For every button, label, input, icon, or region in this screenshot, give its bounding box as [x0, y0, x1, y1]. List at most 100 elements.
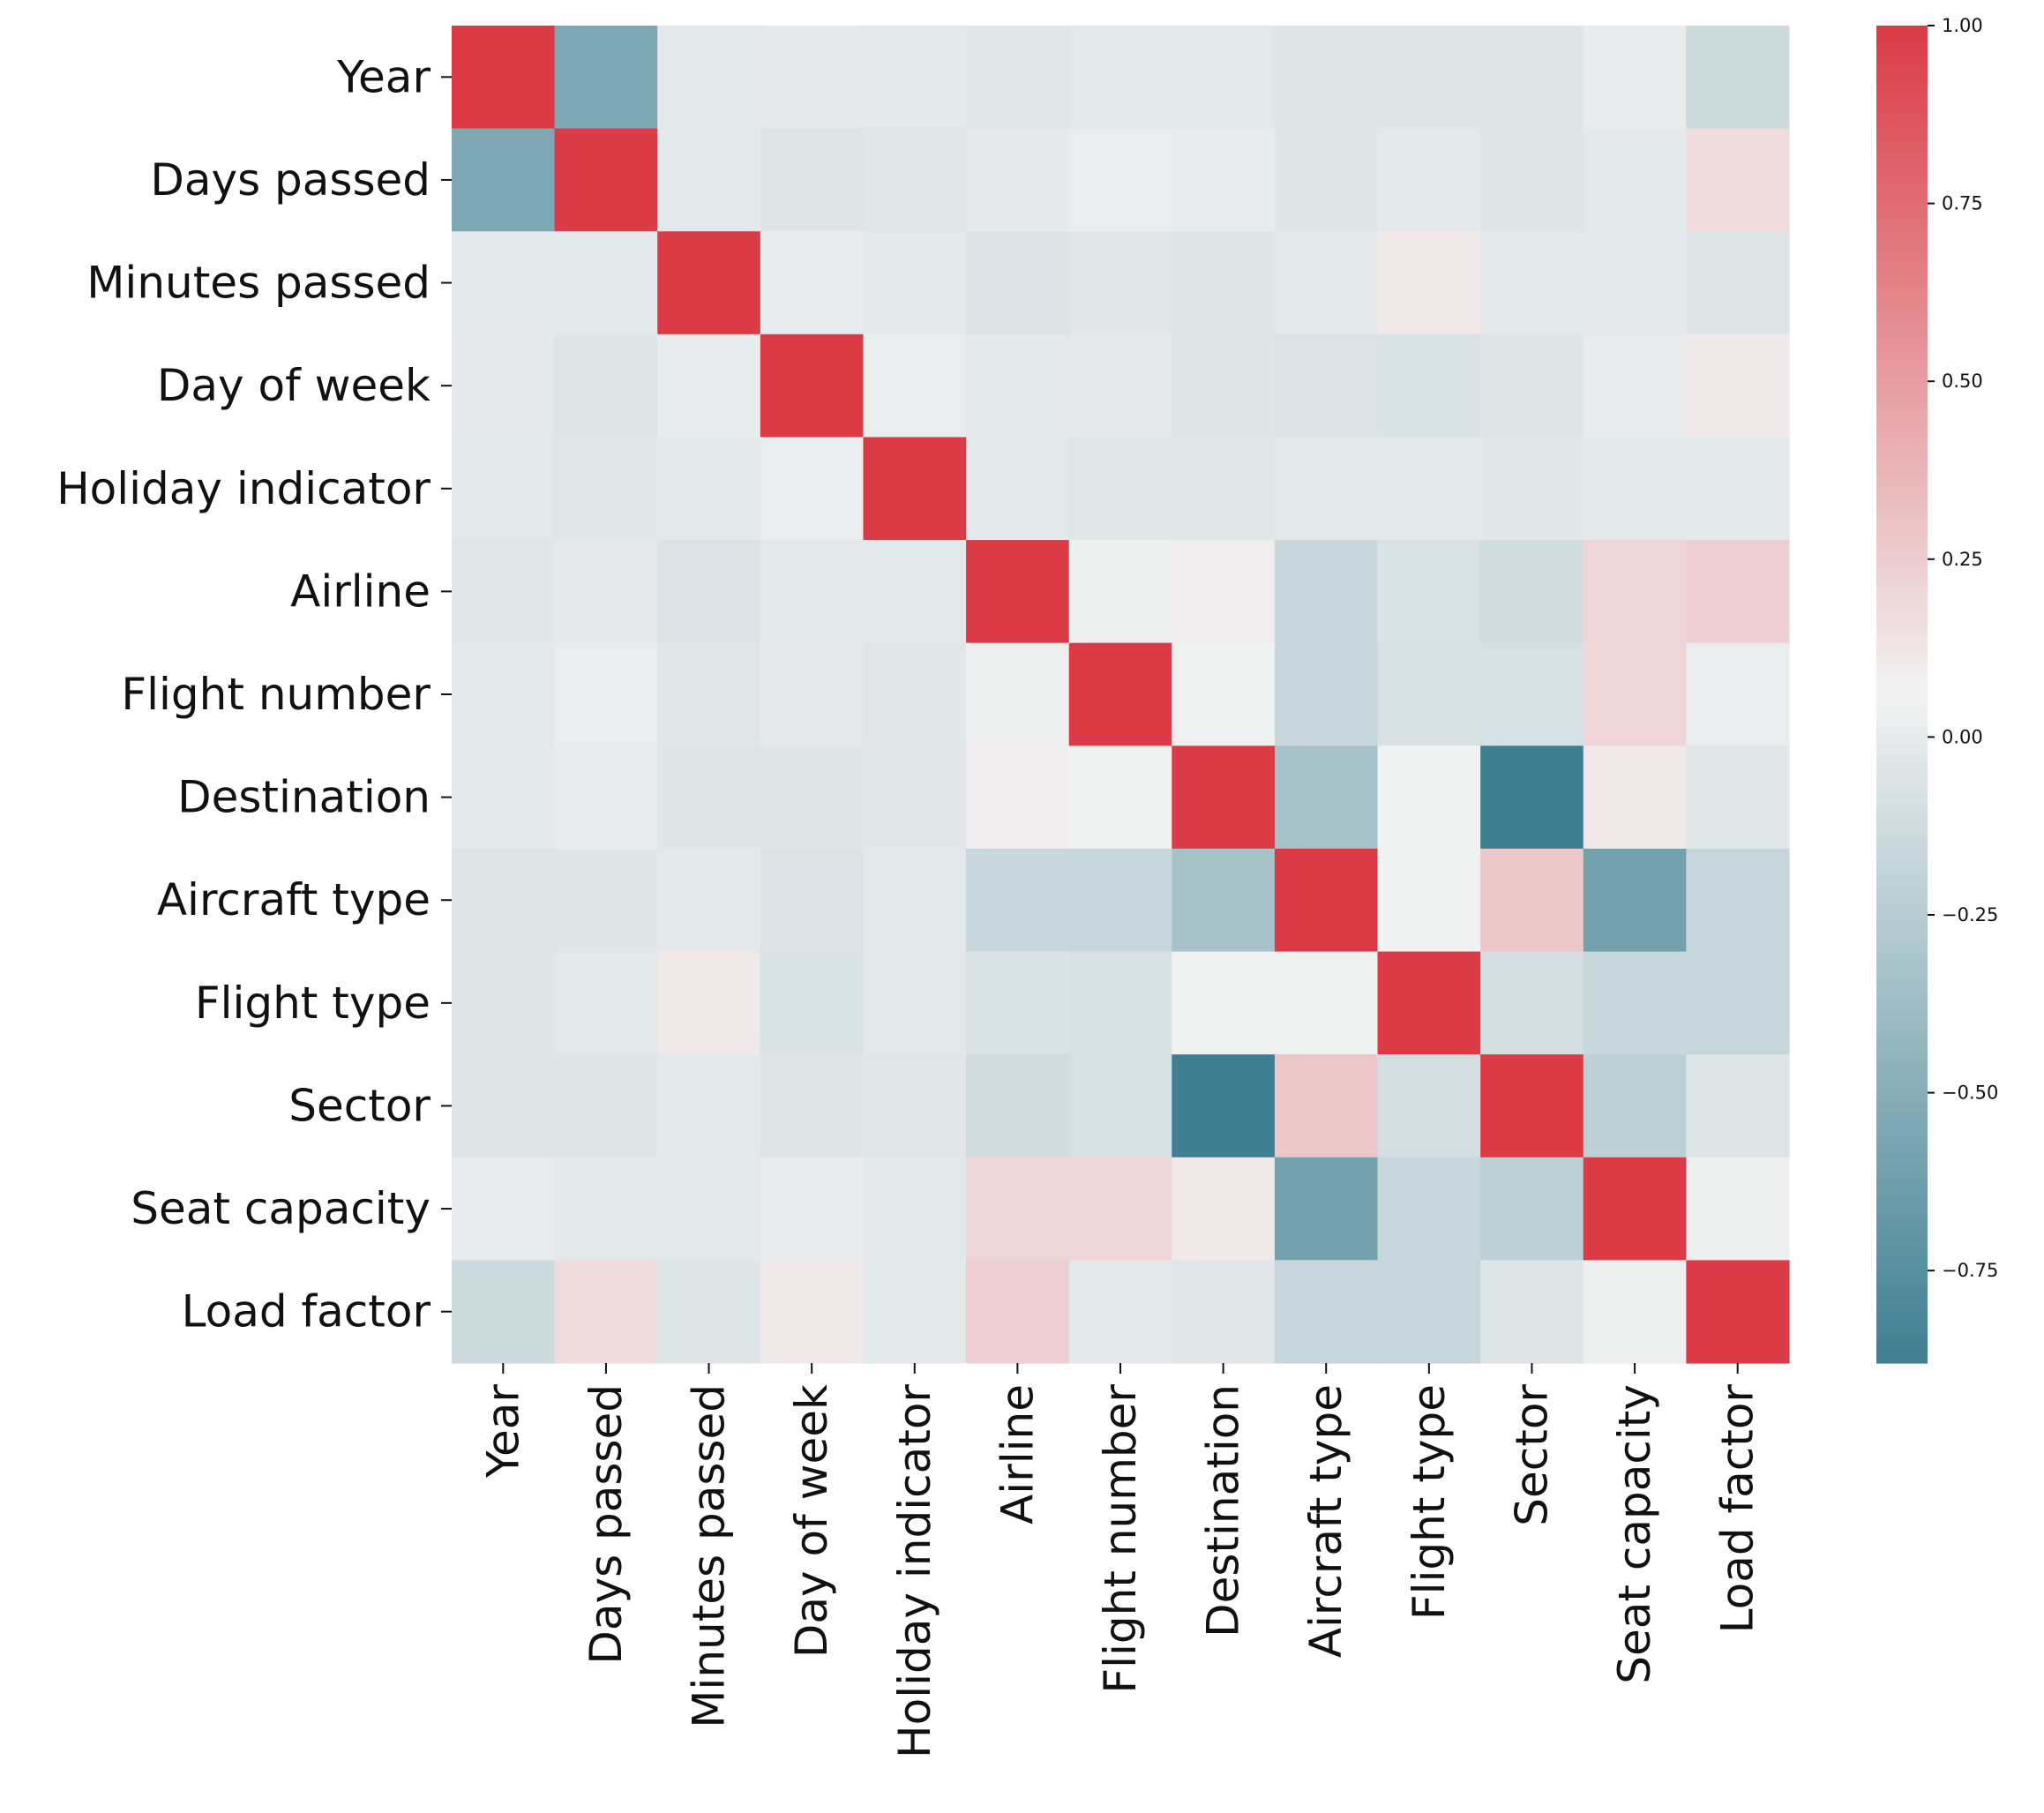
heatmap-cell [452, 642, 556, 746]
colorbar-segment [1876, 1203, 1928, 1214]
colorbar-segment [1876, 1212, 1928, 1222]
heatmap-cell [1274, 1260, 1379, 1364]
colorbar-segment [1876, 510, 1928, 520]
heatmap-cell [1377, 1260, 1481, 1364]
colorbar-segment [1876, 1053, 1928, 1063]
colorbar-segment [1876, 678, 1928, 687]
colorbar-segment [1876, 995, 1928, 1005]
colorbar-segment [1876, 142, 1928, 152]
colorbar-segment [1876, 786, 1928, 796]
heatmap-cell [1172, 26, 1276, 130]
colorbar-segment [1876, 1037, 1928, 1046]
colorbar-segment [1876, 1137, 1928, 1147]
heatmap-cell [863, 26, 967, 130]
heatmap-cell [863, 1260, 967, 1364]
row-label: Aircraft type [157, 874, 431, 925]
colorbar-segment [1876, 58, 1928, 68]
colorbar-segment [1876, 226, 1928, 236]
colorbar-segment [1876, 719, 1928, 729]
heatmap-cell [760, 540, 865, 644]
heatmap-cell [1686, 951, 1790, 1055]
heatmap-cell [1274, 437, 1379, 541]
heatmap-cell [1377, 540, 1481, 644]
heatmap-cell [657, 642, 761, 746]
column-label: Holiday indicator [889, 1384, 940, 1758]
heatmap-cell [760, 642, 865, 746]
heatmap-cell [966, 1054, 1070, 1158]
heatmap-cell [657, 26, 761, 130]
colorbar-segment [1876, 669, 1928, 678]
heatmap-cell [1172, 333, 1276, 438]
row-label: Minutes passed [86, 258, 431, 309]
colorbar-segment [1876, 1254, 1928, 1263]
heatmap-cell [966, 745, 1070, 850]
colorbar-segment [1876, 26, 1928, 35]
colorbar-segment [1876, 1045, 1928, 1055]
colorbar-segment [1876, 1270, 1928, 1280]
colorbar-segment [1876, 986, 1928, 996]
colorbar-segment [1876, 602, 1928, 611]
colorbar-segment [1876, 1330, 1928, 1339]
colorbar-segment [1876, 1095, 1928, 1105]
colorbar-segment [1876, 326, 1928, 336]
colorbar-tick-label: 1.00 [1942, 15, 1983, 36]
colorbar-segment [1876, 853, 1928, 863]
heatmap-cell [452, 333, 556, 438]
colorbar-segment [1876, 368, 1928, 378]
heatmap-cell [1686, 745, 1790, 850]
colorbar-segment [1876, 1321, 1928, 1330]
colorbar-segment [1876, 184, 1928, 194]
colorbar-segment [1876, 1104, 1928, 1113]
colorbar-segment [1876, 1070, 1928, 1080]
colorbar-segment [1876, 1078, 1928, 1088]
colorbar-segment [1876, 117, 1928, 127]
colorbar-segment [1876, 560, 1928, 570]
heatmap-cell [1686, 1054, 1790, 1158]
heatmap-cell [1068, 848, 1172, 953]
heatmap-cell [1377, 1157, 1481, 1261]
heatmap-cell [1068, 333, 1172, 438]
colorbar-segment [1876, 760, 1928, 770]
colorbar-segment [1876, 685, 1928, 695]
colorbar-segment [1876, 753, 1928, 762]
heatmap-cell [1274, 1054, 1379, 1158]
heatmap-cell [1686, 437, 1790, 541]
heatmap-cell [657, 1054, 761, 1158]
colorbar-tick-label: 0.50 [1942, 371, 1983, 392]
colorbar-segment [1876, 970, 1928, 979]
heatmap-cell [554, 333, 658, 438]
heatmap-cell [863, 231, 967, 335]
colorbar-segment [1876, 1012, 1928, 1022]
column-label: Flight number [1095, 1384, 1146, 1694]
colorbar-segment [1876, 502, 1928, 512]
row-label: Flight type [195, 978, 431, 1029]
heatmap-cell [1172, 745, 1276, 850]
colorbar-segment [1876, 535, 1928, 545]
colorbar-segment [1876, 468, 1928, 478]
heatmap-cell [1274, 951, 1379, 1055]
colorbar-segment [1876, 543, 1928, 553]
heatmap-cell [1377, 951, 1481, 1055]
heatmap-cell [1686, 642, 1790, 746]
heatmap-cell [966, 540, 1070, 644]
heatmap-cell [1583, 848, 1687, 953]
colorbar-segment [1876, 844, 1928, 854]
colorbar-segment [1876, 1187, 1928, 1197]
heatmap-cell [554, 745, 658, 850]
heatmap-cell [657, 231, 761, 335]
colorbar-segment [1876, 67, 1928, 77]
heatmap-cell [863, 745, 967, 850]
colorbar-segment [1876, 251, 1928, 260]
heatmap-cell [1480, 1157, 1584, 1261]
colorbar-segment [1876, 635, 1928, 645]
heatmap-cell [760, 437, 865, 541]
colorbar-segment [1876, 736, 1928, 745]
heatmap-cell [760, 745, 865, 850]
heatmap-cell [966, 848, 1070, 953]
colorbar: 1.00 0.75 0.50 0.25 0.00 −0.25 −0.50 −0.75 [1876, 15, 1998, 1364]
colorbar-segment [1876, 1029, 1928, 1038]
colorbar-segment [1876, 1087, 1928, 1097]
colorbar-segment [1876, 611, 1928, 620]
heatmap-cell [1274, 1157, 1379, 1261]
column-label: Days passed [580, 1384, 632, 1665]
